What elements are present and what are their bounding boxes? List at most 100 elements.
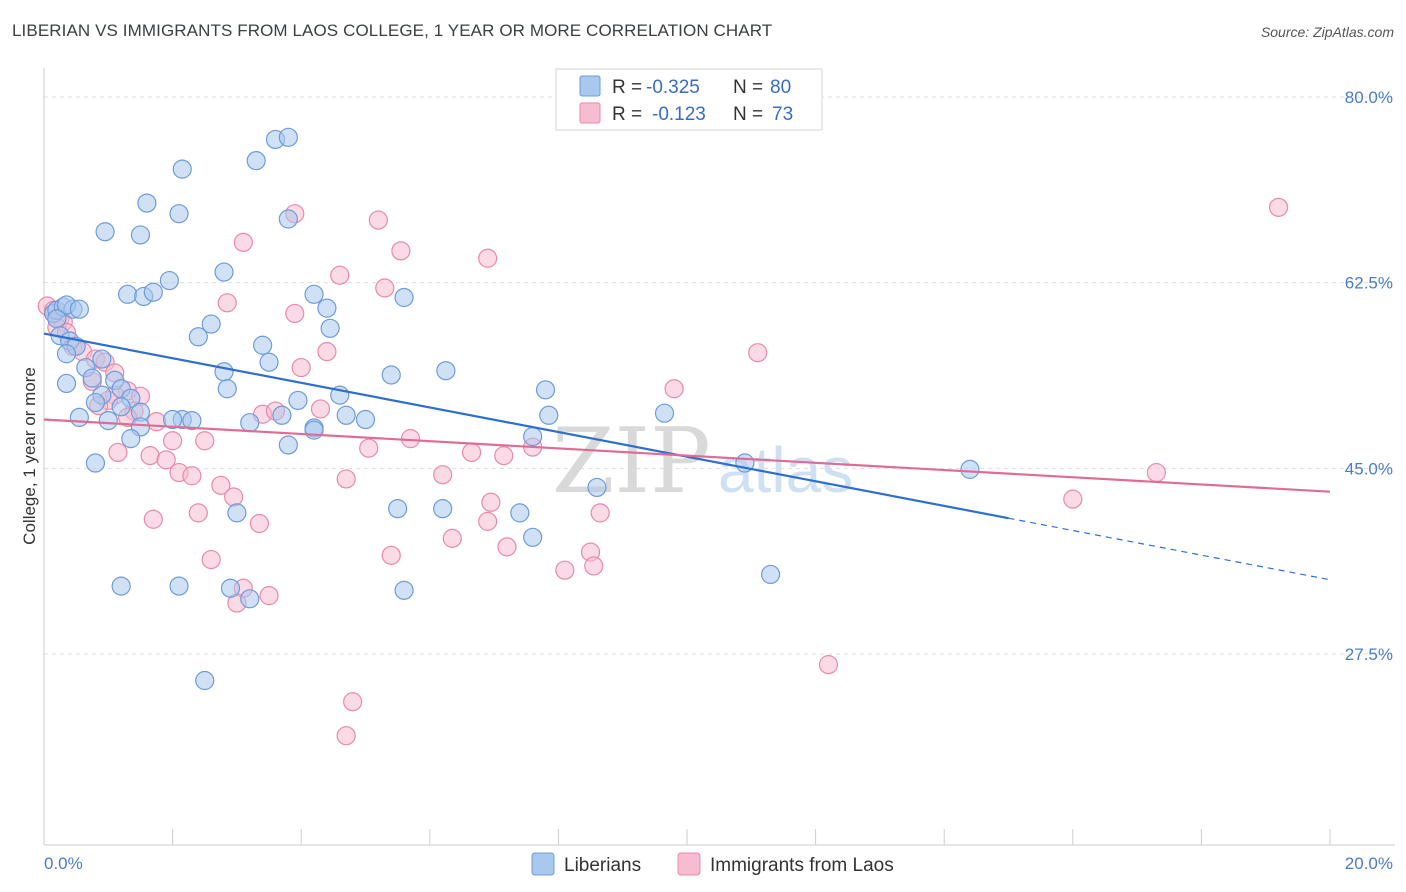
laos-point <box>375 278 395 298</box>
liberian-point <box>317 298 337 318</box>
liberian-point <box>117 284 138 304</box>
laos-point <box>359 438 379 458</box>
legend-laos-label: Immigrants from Laos <box>710 855 894 876</box>
legend-n-label: N = <box>733 77 763 98</box>
legend-laos-swatch <box>677 852 701 876</box>
trend-lines <box>43 332 1331 581</box>
laos-point <box>233 232 253 252</box>
liberian-point <box>85 453 106 473</box>
laos-point <box>481 492 501 512</box>
laos-point <box>195 431 215 451</box>
tick-labels: 27.5% 45.0% 62.5% 80.0% 0.0% 20.0% <box>44 88 1393 873</box>
liberian-point <box>169 576 189 596</box>
x-tick-label: 0.0% <box>44 854 83 873</box>
liberian-point <box>535 380 556 400</box>
liberian-point <box>121 429 141 449</box>
liberian-point <box>69 299 89 319</box>
legend-n-label: N = <box>733 104 763 125</box>
series-liberians-points <box>44 127 980 691</box>
liberian-point <box>195 670 215 691</box>
liberian-point <box>336 405 356 425</box>
liberian-point <box>259 352 279 372</box>
liberian-point <box>111 397 131 417</box>
liberian-point <box>214 362 234 382</box>
liberian-point <box>381 365 401 385</box>
laos-point <box>748 343 768 363</box>
laos-point <box>497 537 517 557</box>
liberian-point <box>240 589 260 609</box>
laos-point <box>442 528 462 548</box>
y-tick-label: 27.5% <box>1345 645 1393 664</box>
liberian-point <box>85 392 106 413</box>
laos-point <box>249 513 270 534</box>
liberian-point <box>523 426 543 447</box>
liberian-point <box>320 318 340 338</box>
legend-bottom: Liberians Immigrants from Laos <box>531 852 894 876</box>
laos-point <box>140 446 160 466</box>
y-tick-label: 62.5% <box>1345 274 1393 293</box>
y-tick-label: 80.0% <box>1345 88 1393 107</box>
liberian-point <box>240 413 260 433</box>
liberian-point <box>111 576 131 596</box>
laos-point <box>664 379 684 399</box>
liberian-point <box>587 477 607 498</box>
watermark: ZIP atlas <box>552 409 853 514</box>
liberians-trend-line <box>43 332 1009 520</box>
legend-r-label: R = <box>612 77 642 98</box>
liberian-point <box>394 287 414 308</box>
laos-trend-line <box>43 418 1331 493</box>
liberian-point <box>130 225 151 245</box>
liberian-point <box>227 503 247 523</box>
liberian-point <box>56 344 77 364</box>
legend-top: R = -0.325 N = 80 R = -0.123 N = 73 <box>555 68 823 131</box>
legend-n-value: 73 <box>772 104 793 125</box>
y-tick-label: 45.0% <box>1345 459 1393 478</box>
laos-point <box>1063 489 1083 509</box>
liberian-point <box>960 459 980 479</box>
laos-point <box>182 466 202 486</box>
liberian-point <box>272 405 292 425</box>
laos-point <box>381 545 401 565</box>
laos-point <box>217 293 237 313</box>
liberian-point <box>510 503 530 523</box>
liberian-point <box>95 222 115 242</box>
liberian-point <box>159 270 179 291</box>
watermark-zip: ZIP <box>552 409 711 514</box>
laos-point <box>555 560 575 580</box>
source-label: Source: ZipAtlas.com <box>1260 24 1394 40</box>
laos-point <box>494 446 514 466</box>
liberian-point <box>246 151 266 171</box>
laos-point <box>478 511 498 531</box>
laos-point <box>211 475 231 495</box>
legend-r-value: -0.325 <box>646 77 700 98</box>
liberian-point <box>304 284 324 304</box>
liberian-point <box>217 379 237 399</box>
liberian-point <box>201 314 221 334</box>
liberian-point <box>172 159 192 179</box>
laos-point <box>1268 197 1289 217</box>
laos-point <box>818 655 839 675</box>
laos-point <box>590 503 610 523</box>
laos-point <box>478 248 498 268</box>
liberian-point <box>69 407 89 428</box>
laos-point <box>461 442 482 463</box>
liberian-point <box>188 327 208 347</box>
legend-r-value: -0.123 <box>652 104 706 125</box>
laos-point <box>108 442 128 463</box>
laos-point <box>146 412 167 432</box>
liberians-trend-extension <box>1008 517 1331 581</box>
legend-n-value: 80 <box>770 77 791 98</box>
laos-point <box>143 509 163 529</box>
liberian-point <box>143 282 163 302</box>
liberian-point <box>278 127 298 147</box>
laos-point <box>310 399 331 419</box>
laos-point <box>1146 462 1166 483</box>
liberian-point <box>92 349 112 369</box>
liberian-point <box>523 527 543 547</box>
laos-point <box>336 726 356 746</box>
laos-point <box>584 556 604 576</box>
liberian-point <box>253 335 273 355</box>
liberian-point <box>278 435 298 455</box>
axes <box>43 68 1395 846</box>
